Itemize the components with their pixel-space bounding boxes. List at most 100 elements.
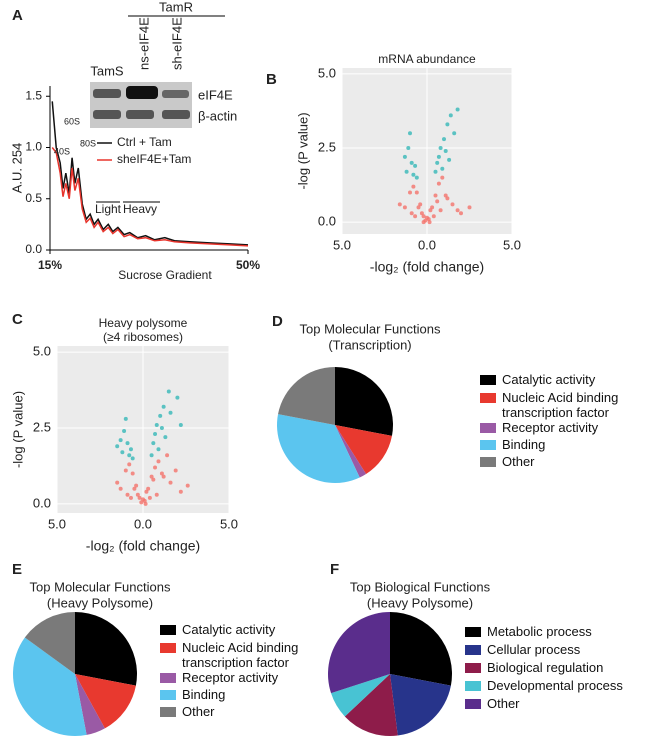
x-axis-label: -log₂ (fold change) [86,538,200,554]
point [141,497,145,502]
point [143,501,148,506]
pie-slice [335,367,393,436]
point [168,410,173,415]
y-tick-label: 2.5 [33,419,51,434]
point [411,184,416,189]
point [440,166,445,171]
point [418,202,423,207]
lane-label: ns-eIF4E [136,17,151,70]
chart-title: Top Biological Functions [350,579,491,594]
point [153,432,158,437]
point [421,214,426,219]
point [151,477,156,482]
legend-label: Developmental process [487,678,623,693]
legend-label: Other [502,454,535,469]
legend-label: Nucleic Acid binding transcription facto… [182,640,299,670]
point [175,395,180,400]
band [126,86,158,99]
chart-title: mRNA abundance [378,52,476,66]
pie-slice [335,425,392,474]
point [159,471,164,476]
point [158,413,163,418]
legend-label: Receptor activity [502,420,599,435]
legend-label: Metabolic process [487,624,592,639]
point [128,495,133,500]
point [132,486,137,491]
peak-label: 60S [64,116,80,126]
panel-letter: C [12,311,23,328]
y-tick-label: 5.0 [33,344,51,359]
chart-subtitle: (≥4 ribosomes) [103,330,183,344]
legend-label: Cellular process [487,642,581,657]
point [156,459,161,464]
y-tick-label: 1.5 [25,88,42,102]
point [161,404,166,409]
point [125,441,130,446]
pie-slice [13,637,87,736]
profile-line [51,147,249,247]
y-axis-label: -log (P value) [10,391,25,468]
point [413,214,418,219]
point [443,193,448,198]
y-tick-label: 5.0 [318,65,336,80]
pie-slice [278,367,335,425]
pie-slice [24,612,75,674]
legend-swatch [160,673,176,683]
point [433,169,438,174]
x-tick-label: 5.0 [48,516,66,531]
lane-label: sh-eIF4E [169,17,184,70]
point [156,447,161,452]
legend-swatch [480,393,496,403]
point [428,208,433,213]
point [118,438,123,443]
point [130,471,135,476]
legend-swatch [160,690,176,700]
chart-title: Top Molecular Functions [300,321,441,336]
point [452,131,457,136]
point [440,175,445,180]
point [431,214,436,219]
lane-label: TamS [90,63,124,78]
point [178,489,183,494]
legend-swatch [480,457,496,467]
point [118,486,123,491]
x-tick-label: 5.0 [220,516,238,531]
point [442,137,446,142]
point [115,480,120,485]
point [427,220,432,225]
point [120,450,125,455]
legend-label: Other [182,704,215,719]
band-label: eIF4E [198,87,233,102]
point [406,146,411,151]
band-label: β-actin [198,108,237,123]
point [448,113,453,118]
y-axis-label: -log (P value) [295,112,310,189]
point [178,422,183,427]
legend-label: Catalytic activity [182,622,276,637]
point [414,190,419,195]
point [409,211,414,216]
y-tick-label: 0.0 [33,495,51,510]
point [144,489,149,494]
point [413,163,418,168]
point [134,483,139,488]
chart-subtitle: (Heavy Polysome) [47,595,153,610]
point [149,474,154,479]
legend-label: Catalytic activity [502,372,596,387]
point [455,208,460,213]
point [447,157,452,162]
point [151,441,156,446]
legend-label: Binding [502,437,546,452]
point [425,215,429,220]
x-tick-label: 0.0 [134,516,152,531]
pie-slice [390,674,451,736]
pie-slice [331,674,390,717]
point [436,154,441,159]
point [125,492,130,497]
point [438,208,443,213]
chart-subtitle: (Transcription) [328,337,411,352]
point [137,495,142,500]
point [166,389,171,394]
point [416,205,421,210]
